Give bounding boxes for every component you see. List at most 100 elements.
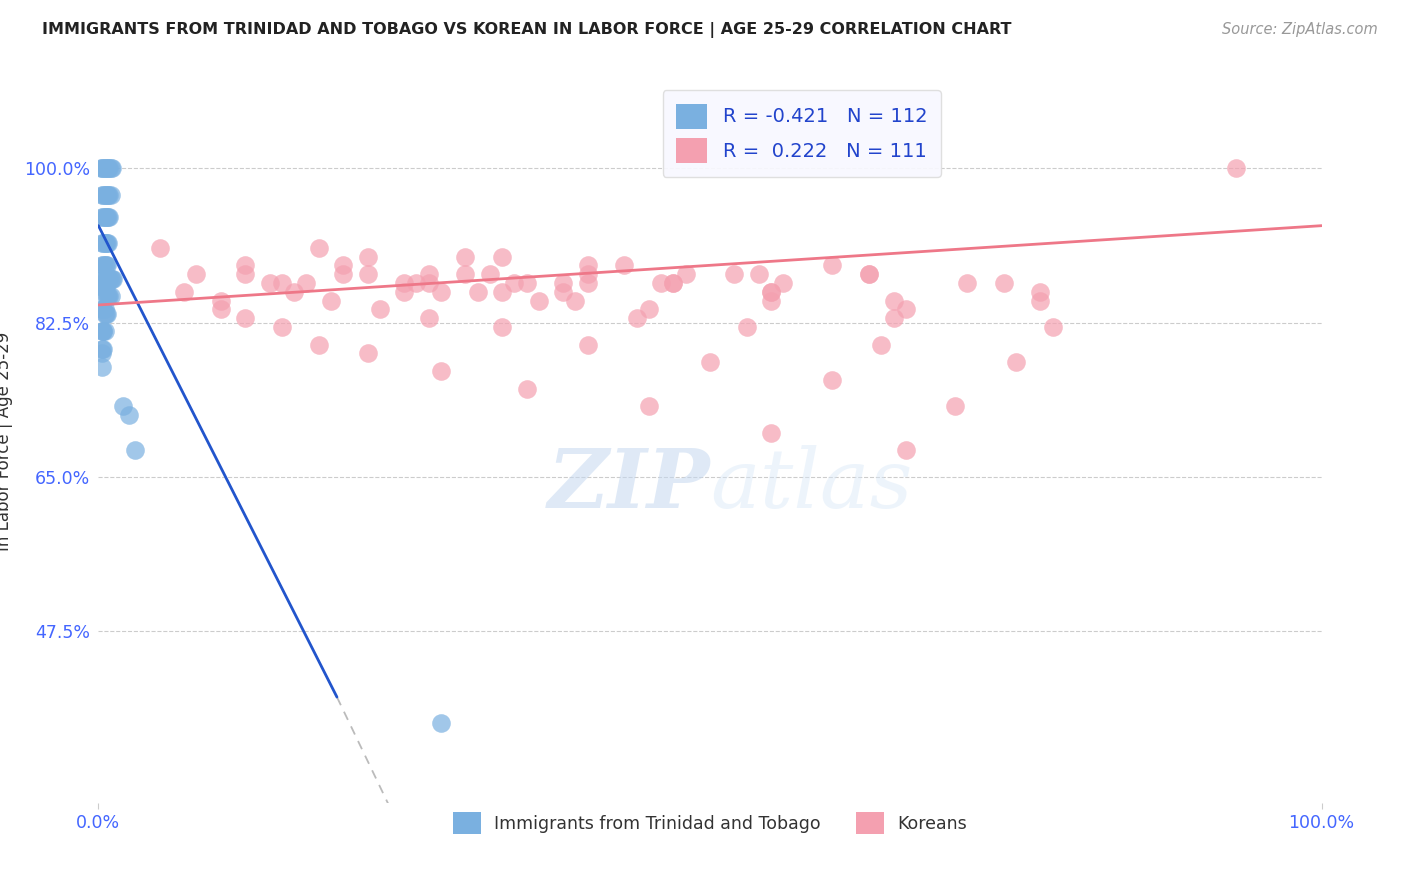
Point <box>870 337 893 351</box>
Point <box>430 364 453 378</box>
Point <box>118 408 141 422</box>
Point <box>576 276 599 290</box>
Point <box>392 276 416 290</box>
Point <box>97 289 120 303</box>
Point <box>91 210 114 224</box>
Point <box>503 276 526 290</box>
Point <box>576 337 599 351</box>
Point <box>91 236 114 251</box>
Point <box>821 258 844 272</box>
Point <box>91 161 114 176</box>
Point <box>91 258 114 272</box>
Point <box>91 302 114 317</box>
Point <box>97 210 120 224</box>
Point <box>94 271 117 285</box>
Point <box>491 320 513 334</box>
Point <box>295 276 318 290</box>
Point <box>94 236 117 251</box>
Point <box>91 302 114 317</box>
Point <box>883 293 905 308</box>
Point <box>418 276 440 290</box>
Point <box>515 276 537 290</box>
Point <box>233 311 256 326</box>
Point <box>308 241 330 255</box>
Point <box>91 359 114 374</box>
Point <box>97 271 120 285</box>
Point <box>91 325 114 339</box>
Point <box>675 267 697 281</box>
Point <box>405 276 427 290</box>
Point <box>356 346 378 360</box>
Point <box>576 267 599 281</box>
Point <box>1225 161 1247 176</box>
Point <box>91 342 114 356</box>
Point <box>96 289 118 303</box>
Point <box>91 187 114 202</box>
Point <box>418 311 440 326</box>
Point <box>283 285 305 299</box>
Point <box>1042 320 1064 334</box>
Point <box>100 271 122 285</box>
Point <box>97 187 120 202</box>
Point <box>93 302 115 317</box>
Point <box>101 271 124 285</box>
Point <box>368 302 391 317</box>
Text: ZIP: ZIP <box>547 445 710 524</box>
Point <box>761 293 783 308</box>
Point <box>94 307 117 321</box>
Point <box>91 280 114 294</box>
Point <box>98 187 121 202</box>
Point <box>894 443 917 458</box>
Point <box>761 425 783 440</box>
Point <box>491 285 513 299</box>
Point <box>430 285 453 299</box>
Point <box>93 210 115 224</box>
Point <box>93 280 115 294</box>
Point <box>93 325 115 339</box>
Point <box>100 161 122 176</box>
Point <box>319 293 342 308</box>
Point <box>332 258 354 272</box>
Point <box>96 236 118 251</box>
Point <box>98 271 121 285</box>
Point <box>993 276 1015 290</box>
Point <box>91 280 114 294</box>
Point <box>491 250 513 264</box>
Point <box>90 161 112 176</box>
Point <box>259 276 281 290</box>
Point <box>894 302 917 317</box>
Point <box>858 267 880 281</box>
Point <box>91 187 114 202</box>
Point <box>1029 293 1052 308</box>
Point <box>100 289 122 303</box>
Point <box>553 276 575 290</box>
Point <box>94 187 117 202</box>
Point <box>662 276 685 290</box>
Point <box>96 187 118 202</box>
Point <box>173 285 195 299</box>
Point <box>91 210 114 224</box>
Point <box>97 236 120 251</box>
Point <box>186 267 208 281</box>
Point <box>430 716 453 731</box>
Point <box>91 342 114 356</box>
Point <box>821 373 844 387</box>
Point <box>101 161 124 176</box>
Point <box>637 399 661 413</box>
Point <box>553 285 575 299</box>
Point <box>883 311 905 326</box>
Point <box>564 293 586 308</box>
Point <box>91 325 114 339</box>
Y-axis label: In Labor Force | Age 25-29: In Labor Force | Age 25-29 <box>0 332 13 551</box>
Point <box>1029 285 1052 299</box>
Point <box>91 346 114 360</box>
Point <box>858 267 880 281</box>
Point <box>748 267 770 281</box>
Point <box>723 267 745 281</box>
Point <box>626 311 648 326</box>
Point <box>94 161 117 176</box>
Point <box>97 161 120 176</box>
Point <box>96 258 118 272</box>
Point <box>527 293 550 308</box>
Point <box>332 267 354 281</box>
